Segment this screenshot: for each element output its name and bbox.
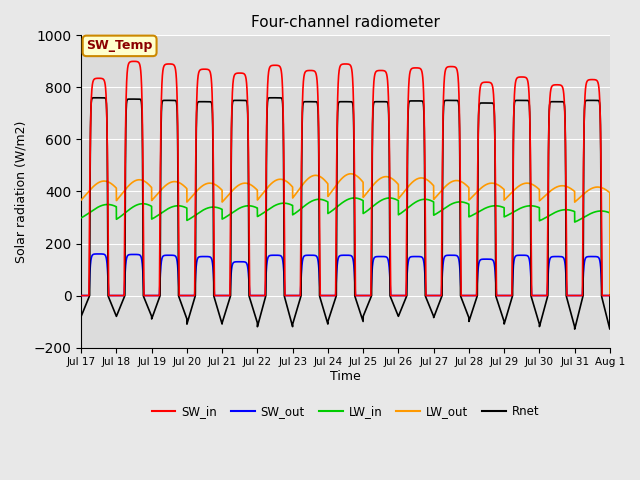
Rnet — [604, 320, 612, 325]
LW_in — [419, 197, 426, 203]
Rnet — [95, 95, 102, 101]
LW_out — [77, 197, 85, 203]
SW_out — [606, 293, 614, 299]
SW_out — [95, 251, 102, 257]
Line: LW_out: LW_out — [81, 174, 610, 296]
SW_out — [185, 293, 193, 299]
X-axis label: Time: Time — [330, 370, 361, 383]
LW_out — [604, 189, 612, 194]
LW_out — [493, 182, 501, 188]
Line: SW_in: SW_in — [81, 61, 610, 296]
SW_out — [493, 293, 501, 299]
LW_in — [606, 293, 614, 299]
SW_in — [77, 293, 85, 299]
LW_out — [185, 197, 193, 203]
Rnet — [77, 313, 85, 319]
Text: SW_Temp: SW_Temp — [86, 39, 153, 52]
Rnet — [571, 326, 579, 332]
SW_in — [604, 293, 612, 299]
LW_out — [191, 191, 198, 197]
SW_in — [606, 293, 614, 299]
SW_out — [77, 293, 85, 299]
Line: SW_out: SW_out — [81, 254, 610, 296]
Rnet — [185, 315, 193, 321]
Line: Rnet: Rnet — [81, 98, 610, 329]
SW_in — [493, 293, 501, 299]
SW_in — [130, 59, 138, 64]
Rnet — [191, 296, 198, 302]
LW_out — [275, 177, 283, 182]
Y-axis label: Solar radiation (W/m2): Solar radiation (W/m2) — [15, 120, 28, 263]
LW_in — [386, 195, 394, 201]
LW_in — [275, 201, 283, 207]
SW_in — [191, 293, 198, 299]
Line: LW_in: LW_in — [81, 198, 610, 296]
LW_out — [606, 293, 614, 299]
SW_in — [185, 293, 193, 299]
LW_in — [77, 215, 85, 221]
Legend: SW_in, SW_out, LW_in, LW_out, Rnet: SW_in, SW_out, LW_in, LW_out, Rnet — [147, 400, 544, 423]
Rnet — [419, 98, 426, 104]
LW_in — [604, 209, 612, 215]
Rnet — [275, 95, 283, 101]
LW_out — [419, 175, 426, 181]
SW_out — [275, 252, 283, 258]
SW_in — [275, 63, 283, 69]
LW_out — [347, 171, 355, 177]
Title: Four-channel radiometer: Four-channel radiometer — [251, 15, 440, 30]
SW_in — [419, 71, 426, 77]
SW_out — [604, 293, 612, 299]
Rnet — [606, 293, 614, 299]
SW_out — [419, 255, 426, 261]
SW_out — [191, 293, 198, 299]
LW_in — [493, 203, 501, 209]
LW_in — [185, 216, 193, 222]
Rnet — [493, 298, 501, 304]
LW_in — [191, 213, 198, 219]
